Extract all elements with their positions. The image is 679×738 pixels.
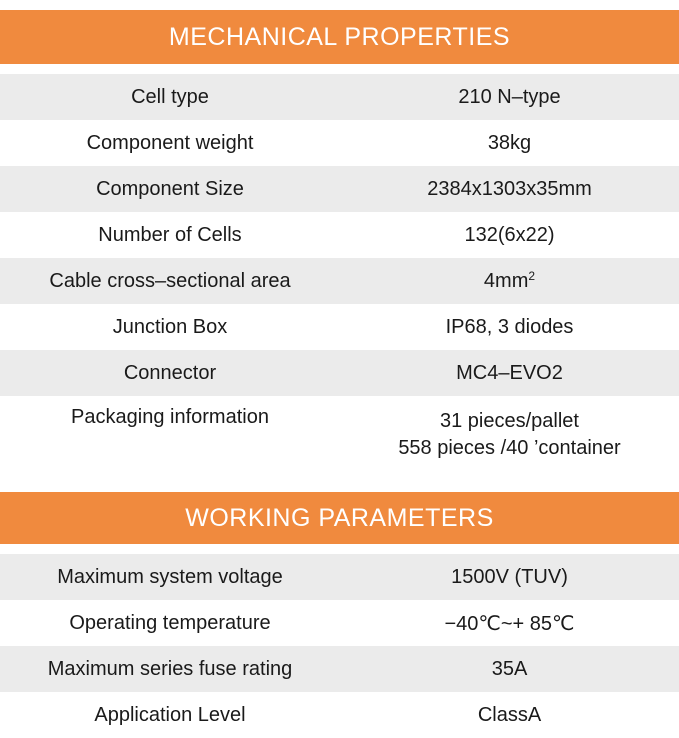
- working-parameters-title: WORKING PARAMETERS: [185, 503, 494, 532]
- row-label: Maximum system voltage: [57, 565, 283, 588]
- spacer: [0, 544, 679, 554]
- row-label: Cell type: [131, 85, 209, 108]
- working-parameters-header: WORKING PARAMETERS: [0, 492, 679, 544]
- table-row: Maximum series fuse rating 35A: [0, 646, 679, 692]
- working-parameters-table: Maximum system voltage 1500V (TUV) Opera…: [0, 554, 679, 738]
- row-label: Maximum series fuse rating: [47, 657, 293, 680]
- row-value: 31 pieces/pallet 558 pieces /40 ’contain…: [340, 396, 679, 462]
- table-row: Junction Box IP68, 3 diodes: [0, 304, 679, 350]
- row-label: Operating temperature: [69, 611, 271, 634]
- mechanical-properties-table: Cell type 210 N–type Component weight 38…: [0, 74, 679, 472]
- spacer: [0, 472, 679, 492]
- row-value: ClassA: [477, 703, 542, 726]
- table-row: Component weight 38kg: [0, 120, 679, 166]
- row-label: Packaging information: [71, 406, 269, 428]
- row-value: 38kg: [487, 131, 532, 154]
- mechanical-properties-header: MECHANICAL PROPERTIES: [0, 10, 679, 64]
- top-spacer: [0, 0, 679, 10]
- row-label: Application Level: [94, 703, 246, 726]
- row-value: 132(6x22): [464, 223, 555, 246]
- spacer: [0, 64, 679, 74]
- row-value: 2384x1303x35mm: [427, 177, 592, 200]
- row-label: Cable cross–sectional area: [49, 269, 291, 292]
- row-value: −40℃~+ 85℃: [444, 612, 575, 635]
- table-row: Cell type 210 N–type: [0, 74, 679, 120]
- table-row: Cable cross–sectional area 4mm2: [0, 258, 679, 304]
- row-value: 35A: [491, 657, 528, 680]
- row-value: 1500V (TUV): [451, 565, 568, 588]
- table-row: Packaging information 31 pieces/pallet 5…: [0, 396, 679, 472]
- table-row: Operating temperature −40℃~+ 85℃: [0, 600, 679, 646]
- superscript: 2: [528, 269, 536, 283]
- table-row: Connector MC4–EVO2: [0, 350, 679, 396]
- row-value: IP68, 3 diodes: [445, 315, 574, 338]
- value-text: 4mm: [483, 270, 529, 292]
- row-label: Number of Cells: [98, 223, 242, 246]
- value-line: 31 pieces/pallet: [440, 410, 579, 432]
- table-row: Application Level ClassA: [0, 692, 679, 738]
- row-label: Connector: [123, 361, 217, 384]
- table-row: Maximum system voltage 1500V (TUV): [0, 554, 679, 600]
- row-value: 210 N–type: [458, 85, 561, 108]
- row-value: 4mm2: [340, 269, 679, 293]
- value-line: 558 pieces /40 ’container: [398, 437, 621, 459]
- row-value: MC4–EVO2: [456, 361, 563, 384]
- row-label: Component Size: [96, 177, 244, 200]
- mechanical-properties-title: MECHANICAL PROPERTIES: [168, 22, 511, 51]
- row-label: Component weight: [86, 131, 254, 154]
- row-label: Junction Box: [112, 315, 228, 338]
- table-row: Number of Cells 132(6x22): [0, 212, 679, 258]
- table-row: Component Size 2384x1303x35mm: [0, 166, 679, 212]
